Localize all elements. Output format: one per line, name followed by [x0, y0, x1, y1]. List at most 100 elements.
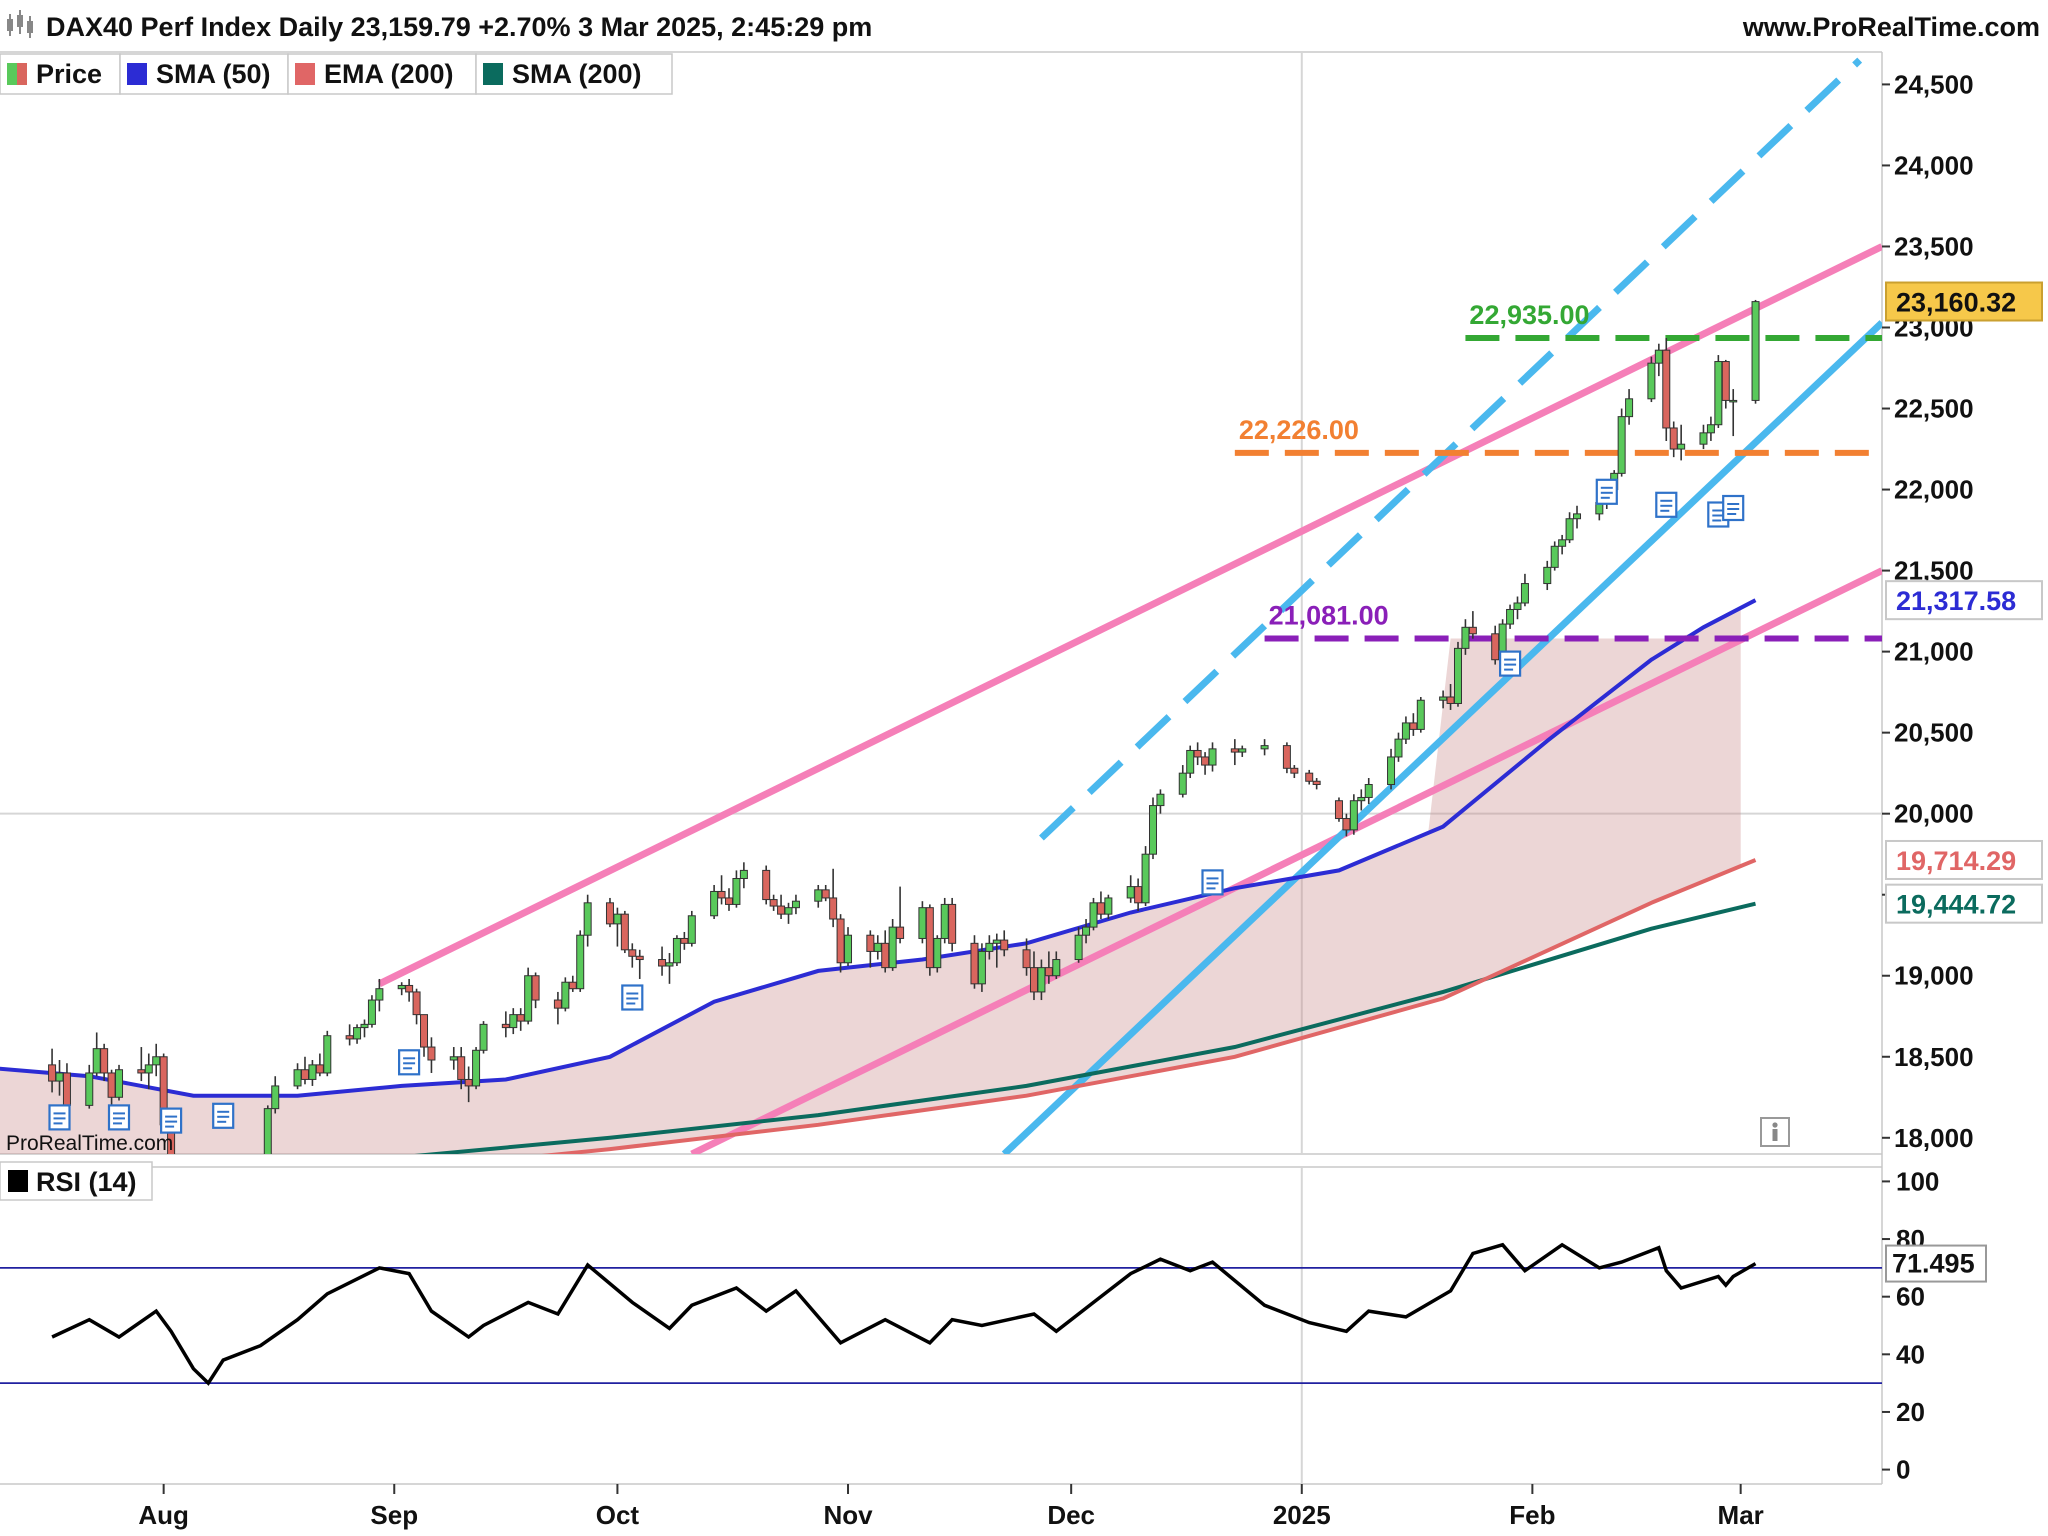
candle — [1364, 778, 1373, 804]
calendar-event-icon[interactable] — [1498, 650, 1522, 677]
candle — [479, 1021, 488, 1054]
candle-body — [717, 890, 726, 899]
candle — [620, 910, 629, 954]
candle-body — [115, 1069, 124, 1098]
candle — [710, 884, 719, 920]
candle — [323, 1030, 332, 1077]
calendar-event-icon[interactable] — [621, 984, 644, 1011]
rsi-value-tag: 71.495 — [1885, 1244, 1987, 1283]
candle-body — [1677, 443, 1686, 450]
candle-body — [1342, 818, 1351, 831]
candle-body — [353, 1027, 362, 1040]
legend-item-box — [475, 53, 673, 95]
candle-body — [925, 907, 934, 969]
site-label: www.ProRealTime.com — [1742, 12, 2040, 42]
candle — [271, 1076, 280, 1114]
candle — [115, 1064, 124, 1101]
candle-body — [829, 897, 838, 920]
candle — [1394, 732, 1403, 762]
candle-body — [144, 1064, 153, 1074]
candle — [687, 910, 696, 947]
candle-body — [873, 942, 882, 952]
candle — [829, 868, 838, 928]
rsi-tick-label: 20 — [1896, 1397, 1925, 1427]
trendline-rising-support — [1001, 320, 1882, 1154]
candle-body — [293, 1069, 302, 1087]
candle-body — [896, 926, 905, 939]
calendar-event-icon[interactable] — [107, 1104, 131, 1131]
candle-body — [1312, 780, 1321, 786]
candle — [918, 901, 927, 944]
rsi-tag-box — [1885, 1244, 1987, 1283]
candle-body — [1104, 897, 1113, 915]
ema-200-tag-box — [1885, 839, 2043, 880]
candle-body — [769, 899, 778, 907]
x-tick-label: Sep — [370, 1500, 418, 1530]
candle — [940, 897, 949, 944]
candle — [1178, 765, 1187, 798]
candle-body — [1617, 416, 1626, 474]
candle-body — [1000, 939, 1009, 951]
candle — [1699, 424, 1708, 450]
info-icon[interactable] — [1760, 1117, 1790, 1147]
candle-body — [635, 955, 644, 961]
candle-body — [1714, 361, 1723, 426]
calendar-event-icon[interactable] — [160, 1107, 183, 1134]
calendar-event-icon[interactable] — [212, 1102, 235, 1129]
calendar-event-icon[interactable] — [48, 1104, 71, 1131]
y-tick-label: 24,500 — [1894, 69, 1974, 99]
candle — [665, 953, 674, 984]
candle-body — [137, 1069, 146, 1074]
candle — [635, 949, 644, 979]
last-price-tag-box — [1885, 281, 2043, 322]
legend-item-sma-50-: SMA (50) — [119, 53, 289, 95]
calendar-event-icon[interactable] — [398, 1049, 421, 1076]
candle-body — [1647, 362, 1656, 400]
candle-body — [92, 1048, 101, 1074]
calendar-event-icon[interactable] — [1722, 494, 1745, 522]
candle-body — [724, 897, 733, 905]
candle — [970, 935, 979, 989]
candle — [791, 894, 800, 915]
candle — [1468, 611, 1477, 639]
candle — [144, 1053, 153, 1090]
candle-body — [1401, 722, 1410, 740]
candle-body — [1260, 745, 1269, 750]
candle — [1513, 596, 1522, 620]
candle-body — [814, 889, 823, 902]
candle — [420, 1014, 429, 1057]
candle — [1193, 742, 1202, 766]
candle — [263, 1105, 272, 1154]
candle — [100, 1043, 109, 1082]
candle — [1141, 846, 1150, 907]
candle-body — [658, 959, 667, 967]
candle — [1506, 604, 1515, 629]
candle-body — [1461, 626, 1470, 649]
candle — [933, 935, 942, 973]
level-label-2: 21,081.00 — [1269, 600, 1389, 630]
candle — [1573, 505, 1582, 529]
candle-body — [933, 937, 942, 969]
candle — [457, 1047, 466, 1090]
y-tick-label: 22,500 — [1894, 394, 1974, 424]
x-tick-label: Oct — [596, 1500, 640, 1530]
candle-body — [1565, 518, 1574, 541]
calendar-event-icon[interactable] — [1595, 478, 1618, 505]
legend-swatch-down — [17, 63, 27, 85]
candle — [821, 884, 830, 902]
candle — [472, 1047, 481, 1090]
candle — [985, 935, 994, 960]
candle — [1387, 748, 1396, 790]
candle-body — [866, 934, 875, 952]
calendar-event-icon[interactable] — [1201, 869, 1224, 896]
candle — [1520, 573, 1529, 607]
calendar-event-icon[interactable] — [1655, 491, 1678, 518]
candle — [762, 865, 771, 905]
candle — [1669, 421, 1678, 458]
header-bar: DAX40 Perf Index Daily 23,159.79 +2.70% … — [0, 0, 2048, 52]
rsi-title: RSI (14) — [36, 1167, 137, 1197]
ma-band-area — [0, 607, 1741, 1154]
event-markers[interactable] — [48, 478, 1745, 1134]
candle-body — [524, 975, 533, 1022]
